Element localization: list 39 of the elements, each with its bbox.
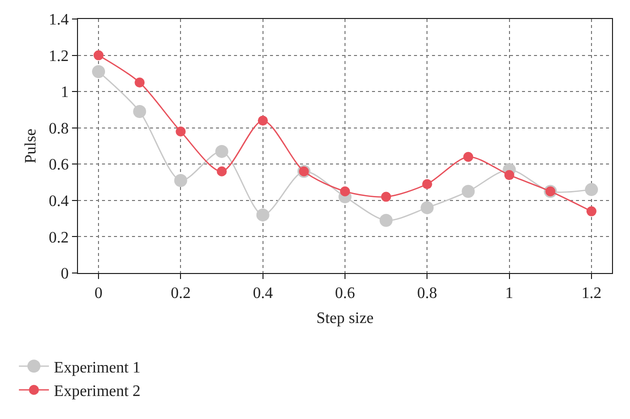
point xyxy=(176,126,186,136)
y-tick-label: 0.4 xyxy=(48,193,69,210)
y-tick-label: 0.6 xyxy=(48,156,69,174)
y-axis-title: Pulse xyxy=(22,128,40,164)
x-tick-label: 0.4 xyxy=(252,285,273,302)
x-tick-label: 0.6 xyxy=(335,285,355,302)
x-tick-label: 0.8 xyxy=(417,285,438,302)
x-tick-label: 0 xyxy=(94,285,103,302)
y-tick-label: 1 xyxy=(60,84,69,102)
point xyxy=(340,186,350,196)
point xyxy=(256,208,270,222)
point xyxy=(258,116,268,126)
x-tick-label: 1.2 xyxy=(581,285,602,302)
y-tick-label: 0.2 xyxy=(48,229,69,246)
point xyxy=(215,144,228,158)
point xyxy=(381,192,392,202)
legend-label: Experiment 1 xyxy=(54,359,141,376)
y-tick-label: 1.2 xyxy=(48,48,69,65)
point xyxy=(586,206,596,216)
y-tick-label: 1.4 xyxy=(48,12,69,29)
y-tick-label: 0 xyxy=(60,266,69,283)
point xyxy=(420,201,434,214)
point xyxy=(380,214,393,227)
point xyxy=(584,183,598,196)
point xyxy=(133,105,146,118)
point xyxy=(463,152,474,162)
x-tick-label: 0.2 xyxy=(170,285,191,302)
legend-label: Experiment 2 xyxy=(54,383,141,400)
point xyxy=(422,179,432,190)
point xyxy=(216,166,227,176)
y-tick-label: 0.8 xyxy=(48,120,69,138)
x-tick-label: 1 xyxy=(505,285,514,302)
point xyxy=(174,174,188,187)
x-axis-title: Step size xyxy=(316,310,374,327)
point xyxy=(92,65,106,78)
point xyxy=(504,170,514,180)
point xyxy=(134,78,145,88)
point xyxy=(462,184,475,198)
point xyxy=(94,50,104,60)
